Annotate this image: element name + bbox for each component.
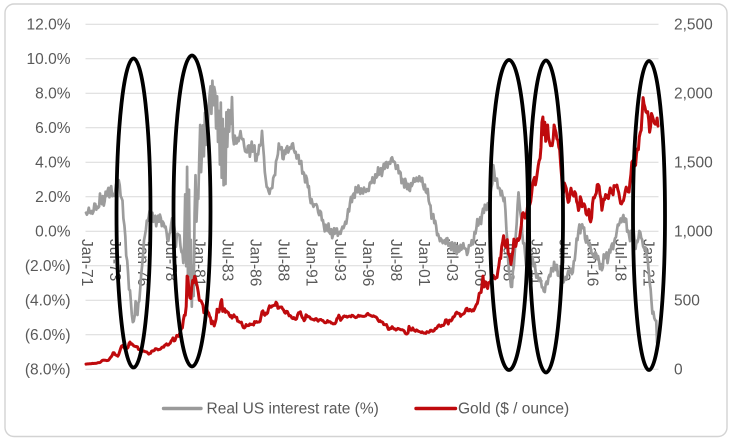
svg-text:Jan-16: Jan-16 [584, 239, 601, 286]
svg-text:Jul-83: Jul-83 [218, 239, 235, 281]
svg-text:12.0%: 12.0% [27, 17, 71, 34]
svg-text:10.0%: 10.0% [27, 51, 71, 68]
svg-text:Real US interest rate (%): Real US interest rate (%) [207, 401, 379, 418]
svg-text:2.0%: 2.0% [35, 189, 71, 206]
svg-text:(2.0%): (2.0%) [25, 258, 71, 275]
svg-text:Jan-96: Jan-96 [359, 239, 376, 286]
svg-text:500: 500 [674, 293, 700, 310]
svg-text:Jan-01: Jan-01 [415, 239, 432, 286]
svg-text:6.0%: 6.0% [35, 120, 71, 137]
svg-text:2,000: 2,000 [674, 86, 713, 103]
svg-text:Jul-73: Jul-73 [106, 239, 123, 281]
svg-text:(6.0%): (6.0%) [25, 327, 71, 344]
svg-text:(4.0%): (4.0%) [25, 293, 71, 310]
svg-text:Jul-18: Jul-18 [612, 239, 629, 281]
svg-text:Jan-71: Jan-71 [78, 239, 95, 286]
svg-text:0.0%: 0.0% [35, 224, 71, 241]
svg-text:0: 0 [674, 362, 683, 379]
svg-text:1,500: 1,500 [674, 155, 713, 172]
svg-text:1,000: 1,000 [674, 224, 713, 241]
svg-text:Jan-91: Jan-91 [303, 239, 320, 286]
svg-text:Jul-93: Jul-93 [331, 239, 348, 281]
svg-text:Jul-88: Jul-88 [275, 239, 292, 281]
svg-text:4.0%: 4.0% [35, 155, 71, 172]
svg-text:Jan-06: Jan-06 [471, 239, 488, 286]
svg-text:8.0%: 8.0% [35, 86, 71, 103]
svg-text:2,500: 2,500 [674, 17, 713, 34]
svg-text:Gold ($ / ounce): Gold ($ / ounce) [458, 401, 569, 418]
svg-text:Jan-86: Jan-86 [247, 239, 264, 286]
svg-text:(8.0%): (8.0%) [25, 362, 71, 379]
svg-text:Jul-98: Jul-98 [387, 239, 404, 281]
